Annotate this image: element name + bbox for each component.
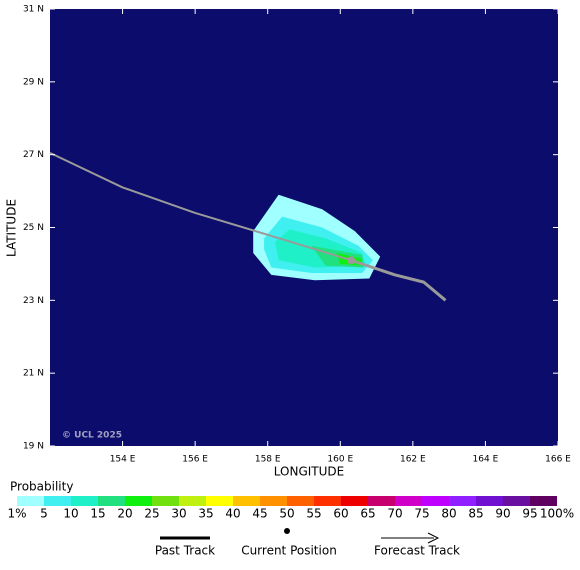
colorbar-label: 1% — [7, 507, 26, 521]
key-label: Past Track — [155, 544, 215, 558]
colorbar-label: 70 — [387, 507, 402, 521]
x-tick-label: 164 E — [473, 455, 499, 465]
colorbar-label: 5 — [40, 507, 48, 521]
y-tick-label: 27 N — [23, 150, 44, 160]
past-track — [49, 151, 352, 262]
colorbar-label: 15 — [90, 507, 105, 521]
y-tick-label: 21 N — [23, 369, 44, 379]
colorbar-swatch — [71, 496, 98, 506]
x-tick-label: 156 E — [182, 455, 208, 465]
colorbar-label: 65 — [360, 507, 375, 521]
colorbar-swatch — [341, 496, 368, 506]
colorbar-swatch — [395, 496, 422, 506]
colorbar-label: 20 — [117, 507, 132, 521]
colorbar-label: 30 — [171, 507, 186, 521]
colorbar-label: 35 — [198, 507, 213, 521]
forecast-track — [350, 258, 447, 302]
colorbar-swatch — [98, 496, 125, 506]
x-tick-label: 160 E — [327, 455, 353, 465]
x-tick-label: 158 E — [255, 455, 281, 465]
colorbar-label: 50 — [279, 507, 294, 521]
forecast-track-key-arrow — [427, 532, 440, 544]
colorbar-label: 55 — [306, 507, 321, 521]
colorbar-swatch — [44, 496, 71, 506]
y-tick-label: 19 N — [23, 442, 44, 452]
y-tick-label: 29 N — [23, 77, 44, 87]
colorbar-swatch — [314, 496, 341, 506]
colorbar-label: 100% — [540, 507, 574, 521]
colorbar-label: 25 — [144, 507, 159, 521]
y-tick-label: 25 N — [23, 223, 44, 233]
colorbar-label: 40 — [225, 507, 240, 521]
colorbar-label: 80 — [441, 507, 456, 521]
colorbar-swatch — [530, 496, 557, 506]
x-tick-label: 162 E — [400, 455, 426, 465]
key-label: Forecast Track — [374, 544, 460, 558]
y-tick-label: 23 N — [23, 296, 44, 306]
y-axis-label: LATITUDE — [5, 199, 19, 257]
colorbar-label: 45 — [252, 507, 267, 521]
colorbar-title: Probability — [10, 480, 73, 494]
x-tick-label: 154 E — [110, 455, 136, 465]
colorbar-label: 10 — [63, 507, 78, 521]
colorbar-swatch — [17, 496, 44, 506]
colorbar-label: 75 — [414, 507, 429, 521]
colorbar-label: 95 — [522, 507, 537, 521]
colorbar-swatch — [260, 496, 287, 506]
colorbar-swatch — [233, 496, 260, 506]
colorbar-swatch — [206, 496, 233, 506]
colorbar-swatch — [476, 496, 503, 506]
colorbar-swatch — [125, 496, 152, 506]
x-axis-label: LONGITUDE — [274, 465, 344, 479]
current-position — [347, 256, 356, 265]
colorbar-swatch — [422, 496, 449, 506]
key-label: Current Position — [241, 544, 337, 558]
colorbar-swatch — [179, 496, 206, 506]
x-tick-label: 166 E — [545, 455, 571, 465]
colorbar-swatch — [152, 496, 179, 506]
colorbar-swatch — [503, 496, 530, 506]
watermark: © UCL 2025 — [62, 431, 122, 441]
colorbar-swatch — [287, 496, 314, 506]
y-tick-label: 31 N — [23, 5, 44, 15]
colorbar-swatch — [449, 496, 476, 506]
current-position-key-symbol — [284, 528, 290, 534]
colorbar-label: 85 — [468, 507, 483, 521]
colorbar-label: 60 — [333, 507, 348, 521]
colorbar-swatch — [368, 496, 395, 506]
colorbar-label: 90 — [495, 507, 510, 521]
